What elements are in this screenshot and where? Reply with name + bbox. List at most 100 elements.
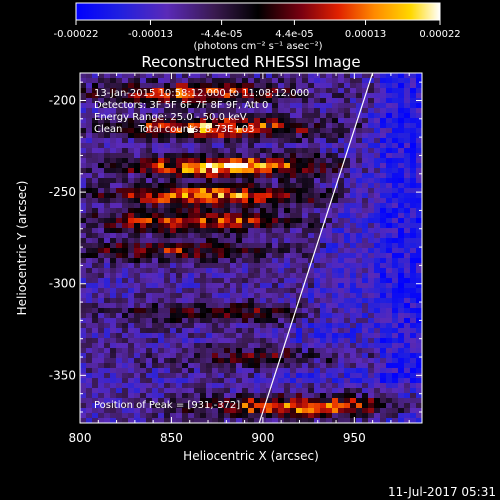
heatmap-cell xyxy=(140,393,147,399)
heatmap-cell xyxy=(254,373,261,379)
heatmap-cell xyxy=(134,188,141,194)
heatmap-cell xyxy=(200,358,207,364)
heatmap-cell xyxy=(314,248,321,254)
heatmap-cell xyxy=(308,123,315,129)
heatmap-cell xyxy=(110,128,117,134)
heatmap-cell xyxy=(110,123,117,129)
heatmap-cell xyxy=(386,388,393,394)
heatmap-cell xyxy=(320,113,327,119)
y-tick-label: -200 xyxy=(49,93,76,107)
heatmap-cell xyxy=(350,203,357,209)
heatmap-cell xyxy=(140,368,147,374)
heatmap-cell xyxy=(86,98,93,104)
heatmap-cell xyxy=(308,378,315,384)
heatmap-cell xyxy=(86,268,93,274)
heatmap-cell xyxy=(290,73,297,79)
heatmap-cell xyxy=(224,308,231,314)
heatmap-cell xyxy=(242,113,249,119)
heatmap-cell xyxy=(356,213,363,219)
heatmap-cell xyxy=(110,108,117,114)
heatmap-cell xyxy=(80,323,87,329)
heatmap-cell xyxy=(260,308,267,314)
heatmap-cell xyxy=(188,103,195,109)
heatmap-cell xyxy=(224,368,231,374)
heatmap-cell xyxy=(134,403,141,409)
heatmap-cell xyxy=(344,128,351,134)
heatmap-cell xyxy=(200,408,207,414)
heatmap-cell xyxy=(224,233,231,239)
heatmap-cell xyxy=(254,303,261,309)
heatmap-cell xyxy=(236,273,243,279)
heatmap-cell xyxy=(212,148,219,154)
heatmap-cell xyxy=(176,73,183,79)
heatmap-cell xyxy=(152,218,159,224)
heatmap-cell xyxy=(326,103,333,109)
heatmap-cell xyxy=(356,158,363,164)
heatmap-cell xyxy=(158,178,165,184)
heatmap-cell xyxy=(302,88,309,94)
heatmap-cell xyxy=(104,108,111,114)
heatmap-cell xyxy=(212,208,219,214)
heatmap-cell xyxy=(260,148,267,154)
heatmap-cell xyxy=(344,338,351,344)
heatmap-cell xyxy=(146,318,153,324)
heatmap-cell xyxy=(314,188,321,194)
heatmap-cell xyxy=(266,273,273,279)
heatmap-cell xyxy=(158,313,165,319)
heatmap-cell xyxy=(356,308,363,314)
heatmap-cell xyxy=(176,318,183,324)
heatmap-cell xyxy=(290,278,297,284)
heatmap-cell xyxy=(368,413,375,419)
heatmap-cell xyxy=(320,348,327,354)
heatmap-cell xyxy=(272,418,279,423)
heatmap-cell xyxy=(212,133,219,139)
heatmap-cell xyxy=(218,388,225,394)
heatmap-cell xyxy=(128,228,135,234)
heatmap-cell xyxy=(128,233,135,239)
heatmap-cell xyxy=(218,413,225,419)
heatmap-cell xyxy=(122,213,129,219)
heatmap-cell xyxy=(404,263,411,269)
heatmap-cell xyxy=(116,408,123,414)
heatmap-cell xyxy=(296,273,303,279)
heatmap-cell xyxy=(308,208,315,214)
heatmap-cell xyxy=(386,88,393,94)
heatmap-cell xyxy=(122,398,129,404)
heatmap-cell xyxy=(242,333,249,339)
heatmap-cell xyxy=(356,408,363,414)
heatmap-cell xyxy=(98,123,105,129)
heatmap-cell xyxy=(320,318,327,324)
heatmap-cell xyxy=(128,328,135,334)
heatmap-cell xyxy=(164,203,171,209)
heatmap-cell xyxy=(290,243,297,249)
heatmap-cell xyxy=(392,313,399,319)
heatmap-cell xyxy=(104,313,111,319)
heatmap-cell xyxy=(146,408,153,414)
heatmap-cell xyxy=(218,193,225,199)
heatmap-cell xyxy=(194,188,201,194)
heatmap-cell xyxy=(218,348,225,354)
heatmap-cell xyxy=(164,118,171,124)
heatmap-cell xyxy=(182,343,189,349)
heatmap-cell xyxy=(92,208,99,214)
heatmap-cell xyxy=(134,363,141,369)
heatmap-cell xyxy=(338,118,345,124)
heatmap-cell xyxy=(350,308,357,314)
heatmap-cell xyxy=(194,228,201,234)
heatmap-cell xyxy=(236,373,243,379)
heatmap-cell xyxy=(164,253,171,259)
heatmap-cell xyxy=(86,388,93,394)
heatmap-cell xyxy=(398,143,405,149)
heatmap-cell xyxy=(98,408,105,414)
heatmap-cell xyxy=(314,323,321,329)
heatmap-cell xyxy=(134,128,141,134)
heatmap-cell xyxy=(236,208,243,214)
heatmap-cell xyxy=(218,278,225,284)
heatmap-cell xyxy=(302,228,309,234)
heatmap-cell xyxy=(86,188,93,194)
heatmap-cell xyxy=(158,73,165,79)
heatmap-cell xyxy=(398,308,405,314)
heatmap-cell xyxy=(344,183,351,189)
heatmap-cell xyxy=(326,283,333,289)
heatmap-cell xyxy=(254,348,261,354)
